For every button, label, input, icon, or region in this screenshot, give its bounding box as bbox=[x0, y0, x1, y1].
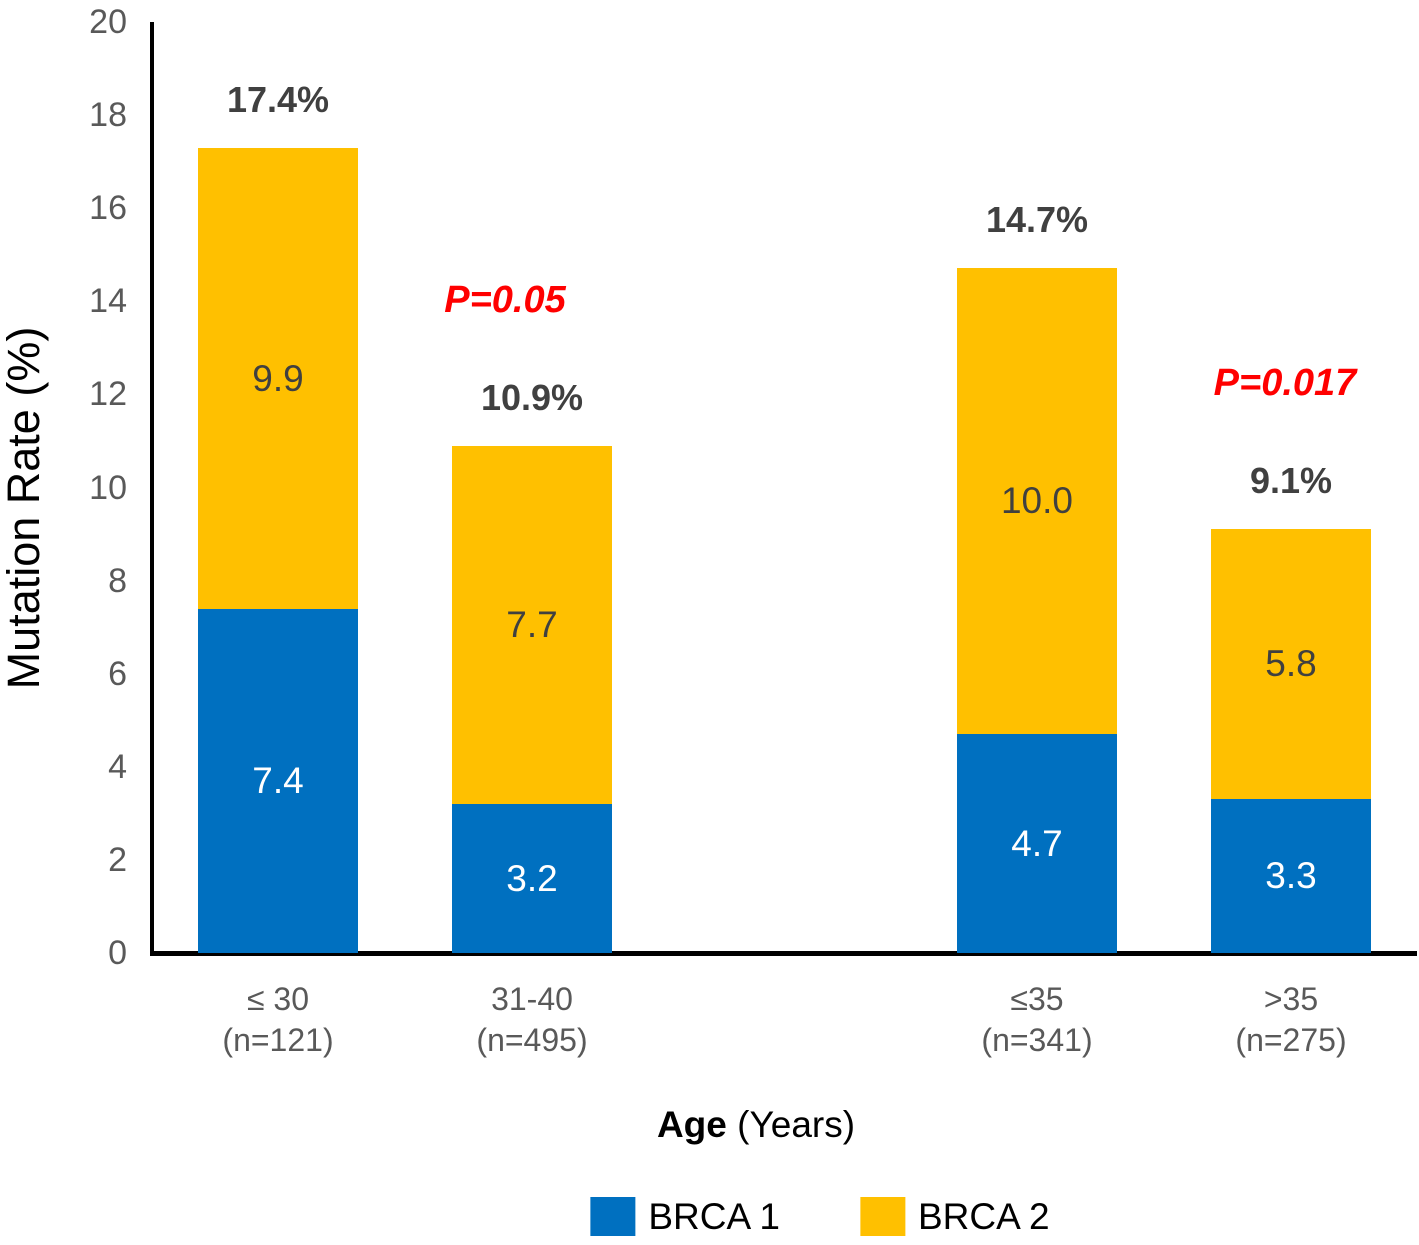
total-label-3: 14.7% bbox=[985, 199, 1089, 240]
x-tick-category: ≤ 30 bbox=[246, 981, 310, 1017]
legend-item-brca2: BRCA 2 bbox=[860, 1194, 1050, 1239]
segment-value-label: 5.8 bbox=[1265, 643, 1317, 684]
bar-segment-brca2: 10.0 bbox=[957, 268, 1117, 734]
x-tick-category: >35 bbox=[1263, 981, 1319, 1017]
x-axis-title-bold: Age bbox=[656, 1104, 727, 1145]
y-tick-label-16: 16 bbox=[89, 189, 127, 228]
bar-segment-brca1: 7.4 bbox=[198, 609, 358, 953]
bar-4: 5.8 3.3 bbox=[1211, 529, 1371, 953]
legend-swatch-brca1 bbox=[590, 1197, 636, 1236]
y-tick-label-14: 14 bbox=[89, 282, 127, 321]
bar-segment-brca1: 3.3 bbox=[1211, 799, 1371, 953]
x-tick-n-count: (n=121) bbox=[222, 1022, 334, 1058]
y-tick-label-12: 12 bbox=[89, 375, 127, 414]
bar-segment-brca1: 4.7 bbox=[957, 734, 1117, 953]
segment-value-label: 7.4 bbox=[252, 760, 304, 801]
x-axis-line bbox=[150, 951, 1417, 956]
legend-label: BRCA 2 bbox=[918, 1196, 1050, 1237]
x-tick-category: ≤35 bbox=[1010, 981, 1064, 1017]
x-tick-label-4: >35 (n=275) bbox=[1235, 979, 1346, 1061]
segment-value-label: 10.0 bbox=[1000, 480, 1073, 521]
bar-2: 7.7 3.2 bbox=[452, 446, 612, 953]
x-axis-title: Age (Years) bbox=[657, 1104, 855, 1146]
x-tick-category: 31-40 bbox=[491, 981, 573, 1017]
bar-segment-brca2: 9.9 bbox=[198, 148, 358, 609]
segment-value-label: 9.9 bbox=[252, 357, 304, 399]
y-tick-label-0: 0 bbox=[108, 934, 127, 972]
bar-segment-brca2: 5.8 bbox=[1211, 529, 1371, 799]
segment-value-label: 4.7 bbox=[1011, 822, 1063, 864]
legend-swatch-brca2 bbox=[860, 1197, 905, 1236]
x-tick-n-count: (n=275) bbox=[1235, 1022, 1347, 1058]
bar-segment-brca2: 7.7 bbox=[452, 446, 612, 804]
y-tick-label-6: 6 bbox=[108, 654, 127, 693]
legend: BRCA 1 BRCA 2 bbox=[590, 1194, 1050, 1239]
x-tick-label-1: ≤ 30 (n=121) bbox=[222, 979, 333, 1061]
total-label-2: 10.9% bbox=[480, 377, 584, 418]
y-tick-label-20: 20 bbox=[89, 3, 127, 41]
y-tick-label-8: 8 bbox=[108, 561, 127, 600]
bar-3: 10.0 4.7 bbox=[957, 268, 1117, 953]
x-tick-label-3: ≤35 (n=341) bbox=[981, 979, 1092, 1061]
x-tick-n-count: (n=341) bbox=[981, 1022, 1093, 1058]
total-label-1: 17.4% bbox=[226, 79, 330, 120]
y-tick-label-2: 2 bbox=[108, 840, 127, 879]
segment-value-label: 3.2 bbox=[506, 857, 558, 899]
total-label-4: 9.1% bbox=[1249, 460, 1333, 501]
segment-value-label: 7.7 bbox=[506, 604, 558, 645]
legend-item-brca1: BRCA 1 bbox=[590, 1194, 780, 1239]
p-value-label-4: P=0.017 bbox=[1213, 362, 1357, 404]
x-axis-title-units: (Years) bbox=[737, 1104, 856, 1145]
segment-value-label: 3.3 bbox=[1265, 855, 1317, 896]
y-axis-line bbox=[150, 22, 154, 955]
y-tick-label-10: 10 bbox=[89, 468, 127, 507]
y-tick-label-18: 18 bbox=[89, 96, 127, 135]
p-value-label-2: P=0.05 bbox=[444, 279, 566, 321]
x-tick-label-2: 31-40 (n=495) bbox=[476, 979, 587, 1061]
legend-label: BRCA 1 bbox=[648, 1196, 780, 1237]
bar-1: 9.9 7.4 bbox=[198, 148, 358, 953]
y-tick-label-4: 4 bbox=[108, 747, 127, 786]
bar-segment-brca1: 3.2 bbox=[452, 804, 612, 953]
x-tick-n-count: (n=495) bbox=[476, 1022, 588, 1058]
